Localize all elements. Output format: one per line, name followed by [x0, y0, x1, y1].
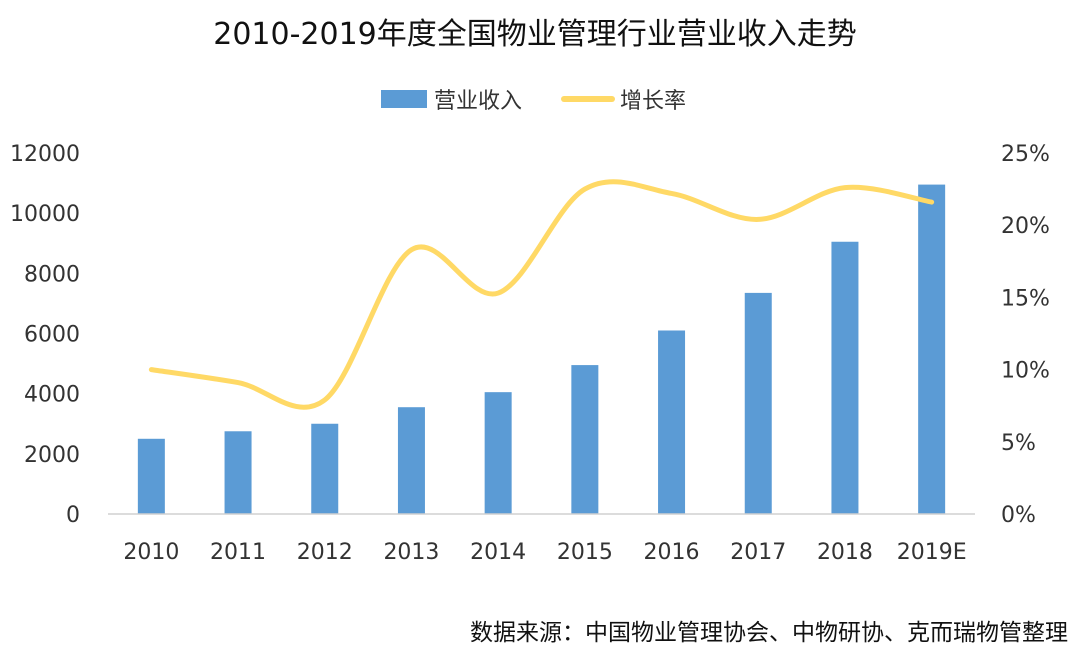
- bar: [224, 431, 252, 514]
- bar: [137, 438, 165, 514]
- x-tick-label: 2016: [644, 540, 700, 565]
- legend-label-line: 增长率: [620, 89, 686, 114]
- bar: [571, 365, 599, 514]
- left-tick-label: 2000: [24, 443, 80, 468]
- x-tick-label: 2017: [730, 540, 786, 565]
- right-tick-label: 10%: [1001, 359, 1050, 384]
- x-tick-label: 2013: [383, 540, 439, 565]
- chart-title: 2010-2019年度全国物业管理行业营业收入走势: [213, 17, 857, 52]
- x-tick-label: 2012: [297, 540, 353, 565]
- bar: [397, 407, 425, 514]
- bar-series: [137, 184, 946, 514]
- x-tick-label: 2014: [470, 540, 526, 565]
- x-tick-label: 2010: [123, 540, 179, 565]
- left-tick-label: 10000: [10, 202, 80, 227]
- source-note: 数据来源：中国物业管理协会、中物研协、克而瑞物管整理: [470, 620, 1068, 646]
- right-tick-label: 20%: [1001, 214, 1050, 239]
- left-tick-label: 6000: [24, 323, 80, 348]
- x-axis: 2010 2011 2012 2013 2014 2015 2016 2017 2018 2019…: [123, 540, 966, 565]
- growth-rate-line: [148, 179, 935, 410]
- legend: 营业收入 增长率: [381, 89, 686, 114]
- left-tick-label: 12000: [10, 142, 80, 167]
- bar: [918, 184, 946, 514]
- bar: [831, 241, 859, 514]
- right-axis: 0% 5% 10% 15% 20% 25%: [1001, 142, 1050, 528]
- legend-label-bar: 营业收入: [434, 89, 522, 114]
- right-tick-label: 5%: [1001, 431, 1036, 456]
- legend-swatch-bar: [381, 90, 427, 108]
- bar: [744, 292, 772, 514]
- bar: [311, 423, 339, 514]
- left-tick-label: 4000: [24, 383, 80, 408]
- x-tick-label: 2015: [557, 540, 613, 565]
- bar: [658, 330, 686, 514]
- left-axis: 0 2000 4000 6000 8000 10000 12000: [10, 142, 80, 528]
- left-tick-label: 8000: [24, 262, 80, 287]
- right-tick-label: 25%: [1001, 142, 1050, 167]
- x-tick-label: 2019E: [897, 540, 967, 565]
- x-tick-label: 2011: [210, 540, 266, 565]
- x-tick-label: 2018: [817, 540, 873, 565]
- left-tick-label: 0: [66, 503, 80, 528]
- right-tick-label: 15%: [1001, 286, 1050, 311]
- bar: [484, 392, 512, 514]
- right-tick-label: 0%: [1001, 503, 1036, 528]
